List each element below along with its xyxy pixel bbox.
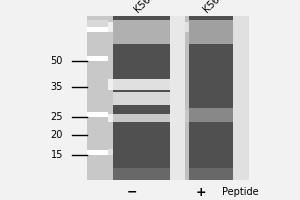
Bar [87, 112, 108, 117]
Text: 50: 50 [51, 56, 63, 66]
Bar [184, 110, 189, 122]
Text: +: + [196, 186, 206, 198]
Bar [87, 16, 108, 180]
Bar [108, 79, 112, 90]
Text: K562: K562 [201, 0, 226, 14]
Bar [108, 20, 170, 44]
Bar [87, 27, 108, 32]
Bar [232, 16, 249, 180]
Bar [108, 16, 170, 180]
Bar [108, 168, 170, 180]
Bar [108, 114, 112, 122]
Text: K562: K562 [132, 0, 157, 14]
Bar [184, 16, 189, 180]
Bar [184, 22, 189, 32]
Bar [87, 150, 108, 155]
Text: −: − [127, 186, 137, 198]
Bar [184, 168, 232, 180]
Bar [169, 16, 184, 180]
Bar [108, 16, 112, 180]
Bar [87, 56, 108, 61]
Bar [108, 22, 112, 32]
Text: 25: 25 [50, 112, 63, 122]
Bar [184, 16, 232, 180]
Bar [87, 16, 249, 180]
Text: 35: 35 [51, 82, 63, 92]
Bar [108, 114, 170, 122]
Bar [184, 108, 232, 122]
Bar [108, 79, 170, 90]
Bar [108, 92, 170, 105]
Text: 20: 20 [51, 130, 63, 140]
Text: 15: 15 [51, 150, 63, 160]
Bar [108, 149, 112, 155]
Bar [87, 20, 108, 32]
Bar [184, 20, 232, 44]
Text: Peptide: Peptide [222, 187, 259, 197]
